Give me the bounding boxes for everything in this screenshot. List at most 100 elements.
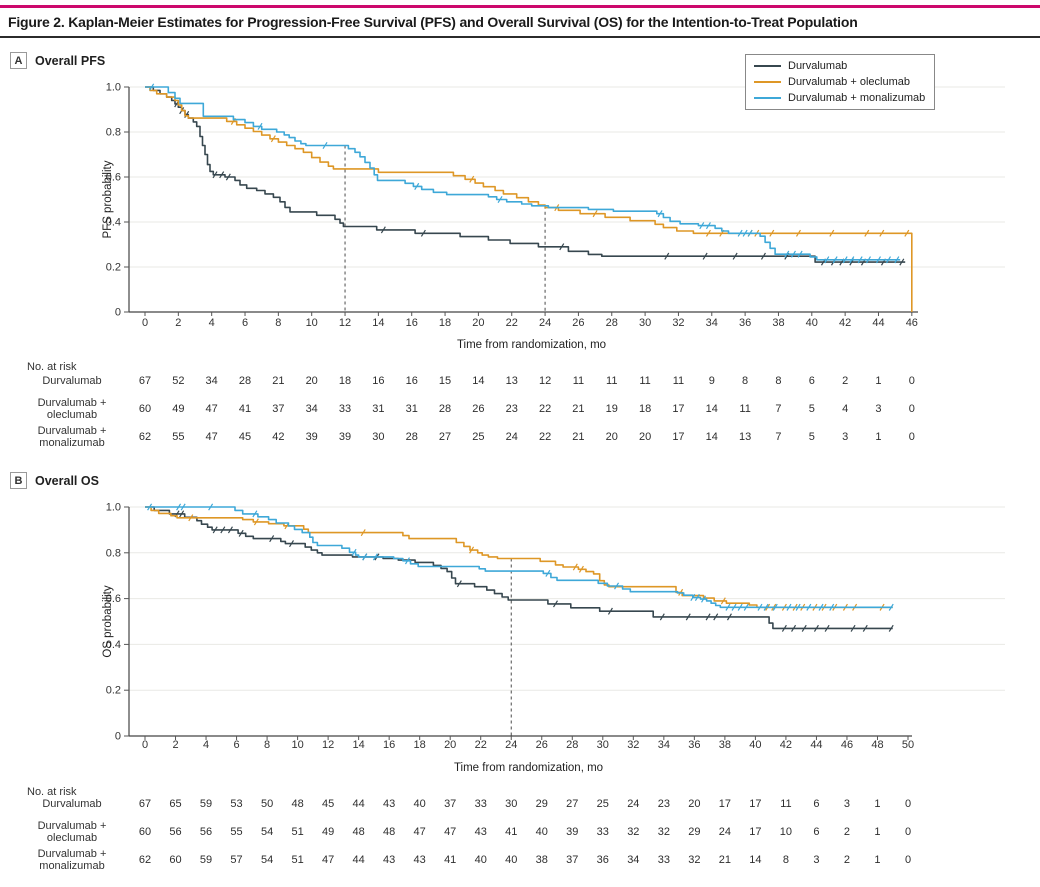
censor-mark (862, 624, 868, 632)
x-tick-label: 4 (209, 317, 215, 329)
legend-item: Durvalumab + oleclumab (754, 74, 926, 90)
censor-mark (757, 603, 763, 611)
censor-mark (212, 526, 218, 534)
censor-mark (420, 229, 426, 237)
km-curve (145, 86, 906, 263)
censor-mark (414, 182, 420, 190)
risk-row-label: oleclumab (46, 832, 98, 844)
risk-count: 8 (782, 854, 789, 866)
panel-b-tag: B (10, 472, 27, 489)
x-tick-label: 16 (383, 739, 395, 751)
x-tick-label: 38 (772, 317, 784, 329)
risk-count: 22 (538, 403, 552, 415)
risk-count: 41 (505, 826, 518, 838)
risk-count: 2 (843, 826, 851, 838)
risk-count: 33 (657, 854, 670, 866)
x-tick-label: 38 (719, 739, 731, 751)
risk-count: 52 (172, 375, 185, 387)
x-tick-label: 24 (505, 739, 517, 751)
risk-count: 30 (372, 431, 385, 443)
censor-mark (469, 546, 475, 554)
censor-mark (899, 258, 905, 266)
risk-count: 20 (688, 798, 701, 810)
risk-row-label: Durvalumab + (37, 848, 107, 860)
censor-mark (857, 256, 863, 264)
legend-line-swatch (754, 80, 781, 84)
risk-count: 24 (505, 431, 518, 443)
censor-mark (702, 252, 708, 260)
risk-count: 31 (405, 403, 418, 415)
title-divider (0, 36, 1040, 38)
risk-count: 51 (291, 826, 304, 838)
risk-count: 33 (474, 798, 487, 810)
x-tick-label: 46 (906, 317, 918, 329)
risk-count: 56 (169, 826, 182, 838)
risk-count: 53 (230, 798, 243, 810)
censor-mark (212, 171, 218, 179)
risk-count: 12 (538, 375, 552, 387)
x-axis-label: Time from randomization, mo (457, 339, 606, 351)
censor-mark (701, 595, 707, 603)
x-tick-label: 44 (872, 317, 884, 329)
risk-count: 28 (405, 431, 418, 443)
x-tick-label: 48 (871, 739, 883, 751)
risk-count: 45 (238, 431, 252, 443)
risk-count: 14 (705, 403, 718, 415)
risk-count: 1 (874, 798, 881, 810)
risk-count: 41 (238, 403, 252, 415)
censor-mark (225, 173, 231, 181)
y-tick-label: 0 (115, 307, 121, 319)
risk-count: 29 (688, 826, 701, 838)
y-axis-label: OS probability (102, 585, 114, 657)
y-axis-label: PFS probability (102, 160, 114, 238)
censor-mark (238, 529, 244, 537)
censor-mark (705, 222, 711, 230)
risk-count: 33 (338, 403, 352, 415)
censor-mark (180, 503, 186, 511)
censor-mark (849, 256, 855, 264)
risk-count: 0 (908, 375, 915, 387)
risk-table-caption: No. at risk (27, 361, 77, 373)
risk-count: 60 (169, 854, 182, 866)
x-tick-label: 46 (841, 739, 853, 751)
censor-mark (875, 256, 881, 264)
censor-mark (888, 603, 894, 611)
x-tick-label: 2 (172, 739, 178, 751)
y-tick-label: 1.0 (106, 502, 121, 514)
censor-mark (795, 229, 801, 237)
risk-count: 5 (808, 403, 815, 415)
risk-count: 32 (627, 826, 640, 838)
censor-mark (797, 250, 803, 258)
risk-count: 1 (874, 854, 881, 866)
risk-count: 16 (372, 375, 385, 387)
x-tick-label: 16 (406, 317, 418, 329)
risk-count: 28 (438, 403, 452, 415)
panel-b-heading: Overall OS (35, 473, 99, 488)
risk-count: 17 (672, 403, 685, 415)
risk-count: 43 (383, 854, 396, 866)
censor-mark (732, 252, 738, 260)
censor-mark (497, 195, 503, 204)
risk-row-label: Durvalumab + (37, 397, 107, 409)
legend: Durvalumab Durvalumab + oleclumab Durvalum… (745, 54, 935, 110)
censor-mark (737, 229, 743, 237)
legend-item: Durvalumab (754, 58, 926, 74)
censor-mark (769, 229, 775, 237)
censor-mark (790, 250, 796, 258)
risk-count: 43 (474, 826, 487, 838)
risk-count: 30 (505, 798, 518, 810)
censor-mark (559, 243, 565, 251)
censor-mark (760, 252, 766, 260)
x-tick-label: 0 (142, 317, 148, 329)
censor-mark (657, 210, 663, 218)
risk-row-label: Durvalumab + (37, 425, 107, 437)
x-tick-label: 34 (706, 317, 718, 329)
risk-count: 59 (199, 798, 213, 810)
y-tick-label: 0.8 (106, 547, 121, 559)
risk-count: 1 (875, 431, 882, 443)
risk-count: 1 (874, 826, 881, 838)
risk-count: 29 (535, 798, 548, 810)
risk-count: 4 (842, 403, 849, 415)
risk-count: 28 (238, 375, 252, 387)
